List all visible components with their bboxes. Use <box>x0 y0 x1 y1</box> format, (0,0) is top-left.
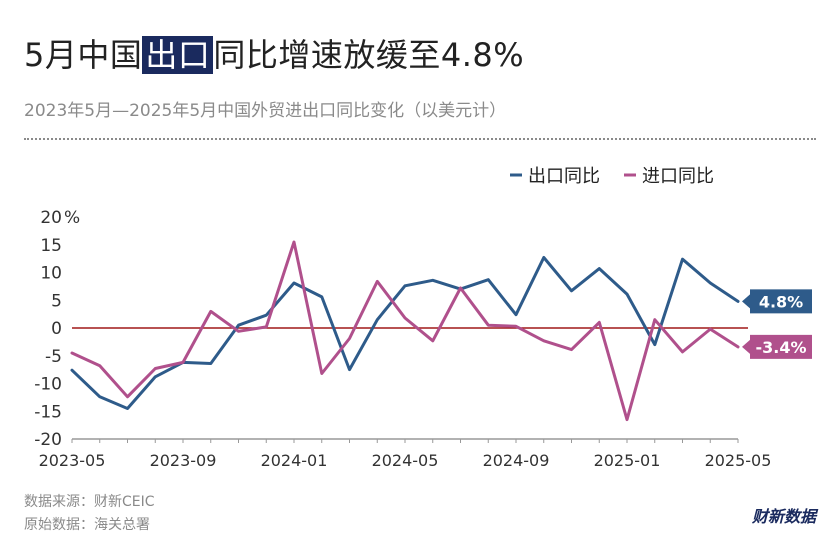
title-suffix: 同比增速放缓至4.8% <box>213 36 525 74</box>
legend-label-export: 出口同比 <box>528 166 600 187</box>
title-highlight: 出口 <box>142 36 214 74</box>
y-tick-label: -10 <box>34 375 62 395</box>
y-axis-unit: % <box>64 208 80 228</box>
brand-logo: 财新数据 <box>751 507 816 526</box>
axes: 20 15 10 5 0 -5 -10 -15 -20% 2023-05 2023-09 2024-0… <box>34 208 771 470</box>
x-tick-label: 2023-05 <box>39 451 106 470</box>
series-line-import <box>70 240 740 422</box>
source-note: 数据来源：财新CEIC <box>24 494 155 510</box>
y-tick-label: 20 <box>40 208 62 228</box>
legend: 出口同比 进口同比 <box>510 166 714 187</box>
x-tick-label: 2024-05 <box>372 451 439 470</box>
x-tick-label: 2025-05 <box>705 451 772 470</box>
chart-title: 5月中国出口同比增速放缓至4.8% <box>24 30 524 76</box>
series-lines <box>70 240 740 422</box>
x-tick-label: 2025-01 <box>594 451 661 470</box>
legend-label-import: 进口同比 <box>642 166 714 187</box>
end-label-box-import <box>750 334 812 359</box>
x-tick-label: 2023-09 <box>150 451 217 470</box>
y-tick-label: 15 <box>40 236 62 256</box>
y-tick-label: -15 <box>34 402 62 422</box>
title-prefix: 5月中国 <box>24 36 143 74</box>
end-label-import: -3.4% <box>755 338 806 357</box>
y-tick-label: 5 <box>51 291 62 311</box>
y-tick-label: 10 <box>40 264 62 284</box>
y-tick-label: 0 <box>51 319 62 339</box>
end-labels: 4.8% -3.4% <box>742 289 812 359</box>
end-label-pointer-export <box>742 294 750 309</box>
x-tick-label: 2024-01 <box>261 451 328 470</box>
header-divider <box>24 138 816 140</box>
y-tick-label: -20 <box>34 430 62 450</box>
end-label-box-export <box>750 289 812 314</box>
end-label-pointer-import <box>742 339 750 354</box>
x-tick-label: 2024-09 <box>483 451 550 470</box>
series-line-export <box>70 256 740 410</box>
end-label-export: 4.8% <box>759 292 803 311</box>
original-data-note: 原始数据：海关总署 <box>24 517 150 533</box>
y-tick-label: -5 <box>45 347 62 367</box>
chart-subtitle: 2023年5月—2025年5月中国外贸进出口同比变化（以美元计） <box>24 101 507 121</box>
